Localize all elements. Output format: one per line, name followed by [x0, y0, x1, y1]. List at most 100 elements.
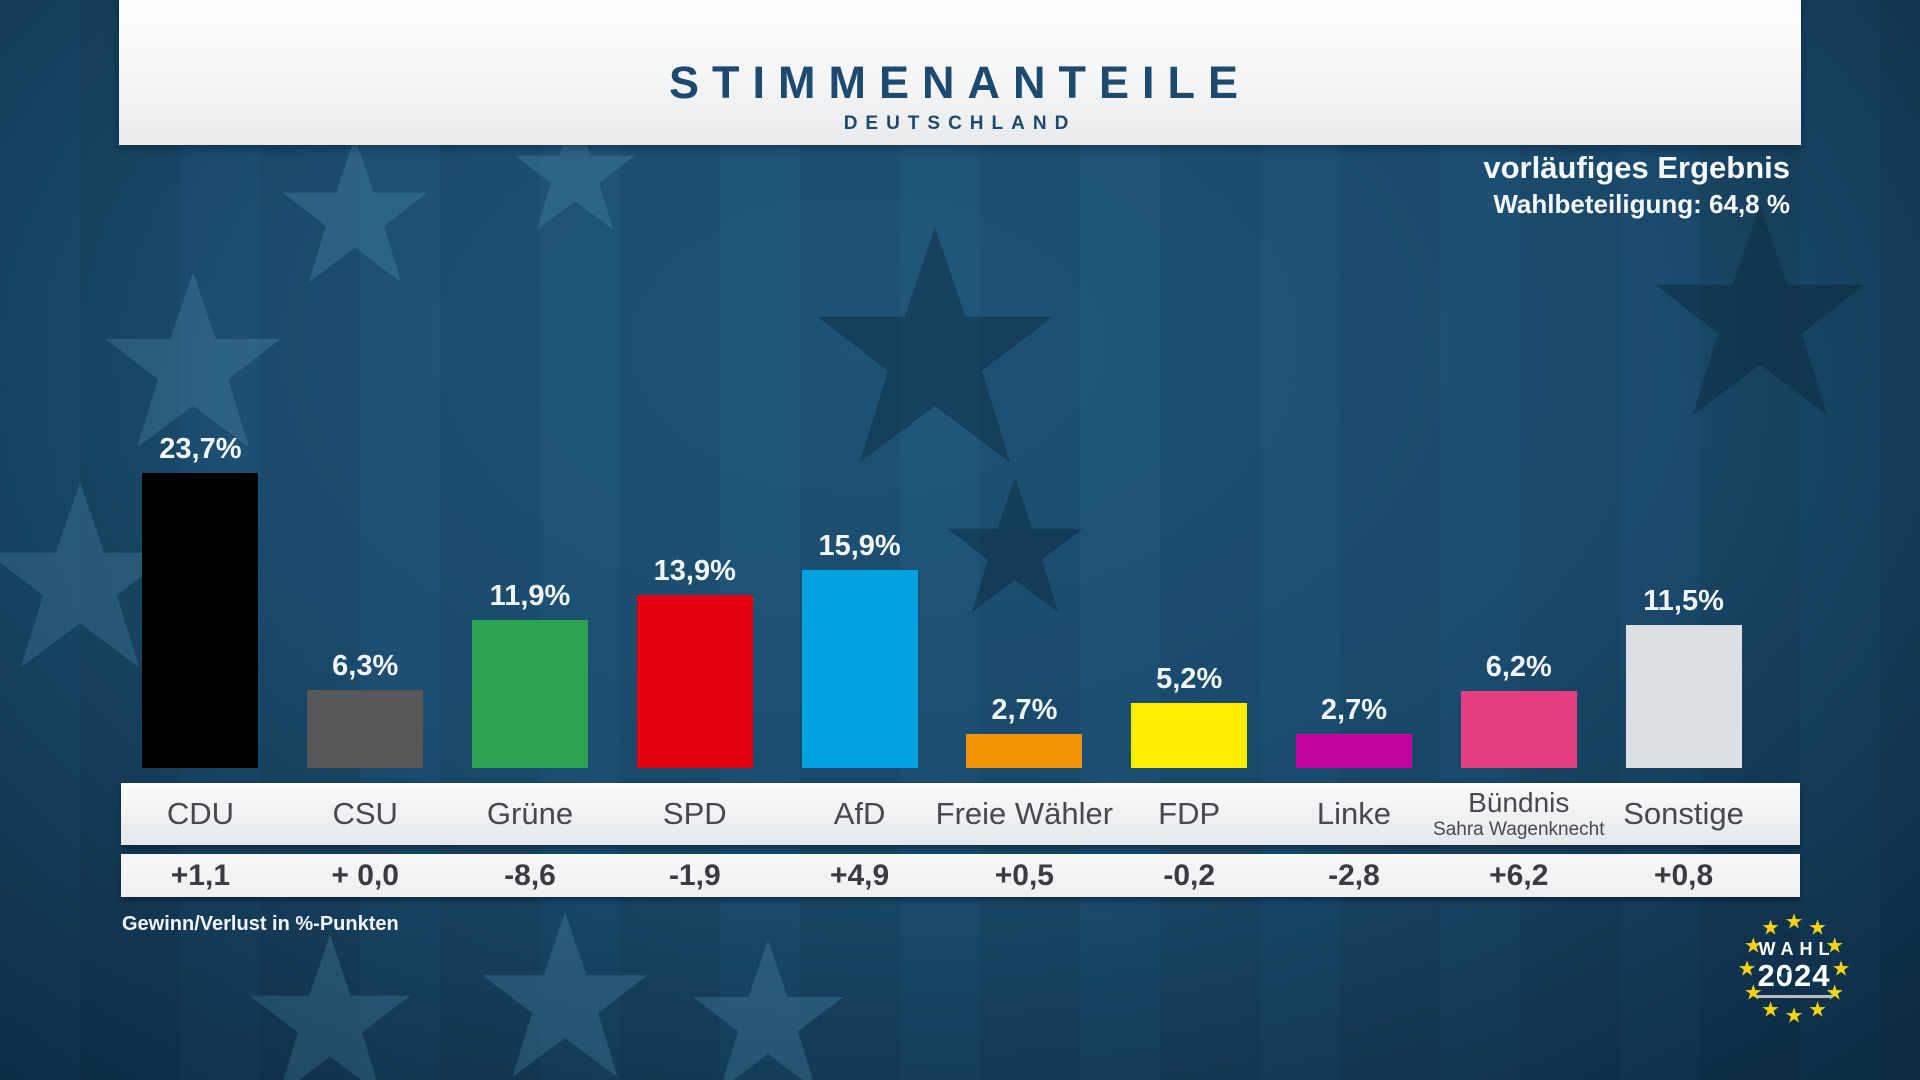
- change-column-gruene: -8,6: [448, 854, 613, 897]
- logo-underline: [1756, 995, 1832, 998]
- result-status-label: vorläufiges Ergebnis: [1483, 150, 1790, 185]
- eu-star-icon: ★: [1831, 956, 1851, 981]
- bar-value-csu: 6,3%: [332, 650, 399, 682]
- bar-fdp: [1131, 703, 1248, 768]
- wahl-2024-logo-text: WAHL 20 ✓ 24: [1753, 940, 1836, 998]
- change-column-linke: -2,8: [1272, 854, 1437, 897]
- bar-column-freie-waehler: 2,7%: [942, 694, 1107, 768]
- change-values-row: +1,1 + 0,0 -8,6 -1,9 +4,9 +0,5 -0,2 -2,8 +6,2 +0,…: [118, 854, 1766, 897]
- turnout-label: Wahlbeteiligung: 64,8 %: [1493, 188, 1790, 219]
- change-value-csu: + 0,0: [331, 858, 399, 892]
- eu-star-icon: ★: [1825, 933, 1845, 957]
- party-label-fdp: FDP: [1107, 783, 1272, 845]
- party-name-spd: SPD: [662, 795, 727, 831]
- bar-column-cdu: 23,7%: [118, 433, 283, 768]
- bar-value-cdu: 23,7%: [159, 433, 242, 465]
- bar-bsw: [1460, 691, 1577, 768]
- bar-value-spd: 13,9%: [653, 555, 736, 587]
- bar-column-csu: 6,3%: [283, 650, 448, 768]
- bar-column-fdp: 5,2%: [1107, 663, 1272, 768]
- change-column-bsw: +6,2: [1436, 854, 1601, 897]
- logo-wahl-label: WAHL: [1758, 939, 1836, 959]
- party-name-linke: Linke: [1316, 795, 1392, 831]
- party-name-fdp: FDP: [1158, 795, 1221, 831]
- party-name-cdu: CDU: [166, 795, 234, 831]
- bar-linke: [1295, 734, 1412, 768]
- change-column-fdp: -0,2: [1107, 854, 1272, 897]
- party-name-sonstige: Sonstige: [1623, 795, 1744, 831]
- change-column-cdu: +1,1: [118, 854, 283, 897]
- party-name-bsw: Bündnis: [1468, 787, 1570, 819]
- bar-chart: 23,7% 6,3% 11,9% 13,9% 15,9% 2,7% 5,2% 2,7% 6,2%…: [118, 0, 1766, 768]
- bar-column-gruene: 11,9%: [448, 580, 613, 768]
- bar-spd: [636, 595, 753, 768]
- change-column-afd: +4,9: [777, 854, 942, 897]
- change-column-spd: -1,9: [612, 854, 777, 897]
- party-label-bsw: Bündnis Sahra Wagenknecht: [1433, 783, 1605, 845]
- change-value-cdu: +1,1: [170, 858, 231, 892]
- bar-cdu: [142, 473, 259, 768]
- party-name-gruene: Grüne: [486, 795, 574, 831]
- logo-year-suffix: 24: [1794, 958, 1831, 993]
- change-value-linke: -2,8: [1328, 858, 1380, 892]
- page-subtitle: DEUTSCHLAND: [843, 113, 1077, 134]
- party-subname-bsw: Sahra Wagenknecht: [1433, 818, 1605, 840]
- bar-gruene: [471, 620, 588, 768]
- eu-star-icon: ★: [1761, 997, 1780, 1022]
- party-label-freie-waehler: Freie Wähler: [936, 783, 1113, 845]
- wahl-2024-logo: ★ ★ ★ ★ ★ ★ ★ ★ ★ ★ ★ ★ WAHL 20 ✓ 24: [1694, 869, 1894, 1069]
- eu-star-icon: ★: [1737, 956, 1757, 981]
- logo-year-prefix: 2: [1757, 958, 1776, 993]
- bar-afd: [801, 570, 918, 768]
- header-band: STIMMENANTEILE DEUTSCHLAND: [119, 0, 1801, 145]
- page-title: STIMMENANTEILE: [669, 57, 1251, 108]
- change-value-gruene: -8,6: [504, 858, 556, 892]
- eu-star-icon: ★: [1761, 915, 1780, 940]
- party-name-afd: AfD: [833, 795, 886, 831]
- bar-column-sonstige: 11,5%: [1601, 585, 1766, 768]
- bar-freie-waehler: [966, 734, 1083, 768]
- footnote: Gewinn/Verlust in %-Punkten: [122, 913, 399, 935]
- logo-year-label: 20 ✓ 24: [1753, 960, 1836, 991]
- bar-value-freie-waehler: 2,7%: [991, 694, 1058, 726]
- party-label-band: [121, 783, 1800, 845]
- bar-csu: [307, 690, 424, 768]
- party-label-spd: SPD: [612, 783, 777, 845]
- change-value-afd: +4,9: [829, 858, 890, 892]
- bar-column-spd: 13,9%: [612, 555, 777, 768]
- party-labels-row: CDU CSU Grüne SPD AfD Freie Wähler FDP Linke Bün…: [118, 783, 1766, 845]
- change-value-sonstige: +0,8: [1653, 858, 1714, 892]
- bar-column-linke: 2,7%: [1272, 694, 1437, 768]
- bar-value-bsw: 6,2%: [1485, 651, 1552, 683]
- bar-value-fdp: 5,2%: [1156, 663, 1223, 695]
- bar-sonstige: [1625, 625, 1742, 768]
- eu-star-icon: ★: [1743, 933, 1763, 957]
- bar-value-linke: 2,7%: [1320, 694, 1388, 726]
- eu-star-icon: ★: [1784, 909, 1804, 934]
- change-value-spd: -1,9: [668, 858, 721, 892]
- eu-star-icon: ★: [1808, 997, 1827, 1022]
- bar-value-afd: 15,9%: [818, 530, 901, 562]
- bar-column-bsw: 6,2%: [1436, 651, 1601, 768]
- party-label-gruene: Grüne: [448, 783, 613, 845]
- change-column-csu: + 0,0: [283, 854, 448, 897]
- bar-value-gruene: 11,9%: [489, 580, 571, 612]
- change-value-freie-waehler: +0,5: [994, 858, 1054, 892]
- change-value-fdp: -0,2: [1163, 858, 1216, 892]
- checkmark-icon: ✓: [1775, 963, 1794, 988]
- party-label-sonstige: Sonstige: [1601, 783, 1766, 845]
- eu-star-icon: ★: [1784, 1003, 1804, 1028]
- bar-value-sonstige: 11,5%: [1643, 585, 1724, 617]
- change-column-sonstige: +0,8: [1601, 854, 1766, 897]
- logo-year-zero: 0 ✓: [1775, 958, 1794, 993]
- party-label-afd: AfD: [777, 783, 942, 845]
- change-value-band: [121, 854, 1800, 897]
- change-value-bsw: +6,2: [1489, 858, 1549, 892]
- party-label-cdu: CDU: [118, 783, 283, 845]
- eu-star-icon: ★: [1808, 915, 1827, 940]
- party-label-csu: CSU: [283, 783, 448, 845]
- change-column-freie-waehler: +0,5: [942, 854, 1107, 897]
- status-block: vorläufiges Ergebnis Wahlbeteiligung: 64…: [1483, 150, 1790, 220]
